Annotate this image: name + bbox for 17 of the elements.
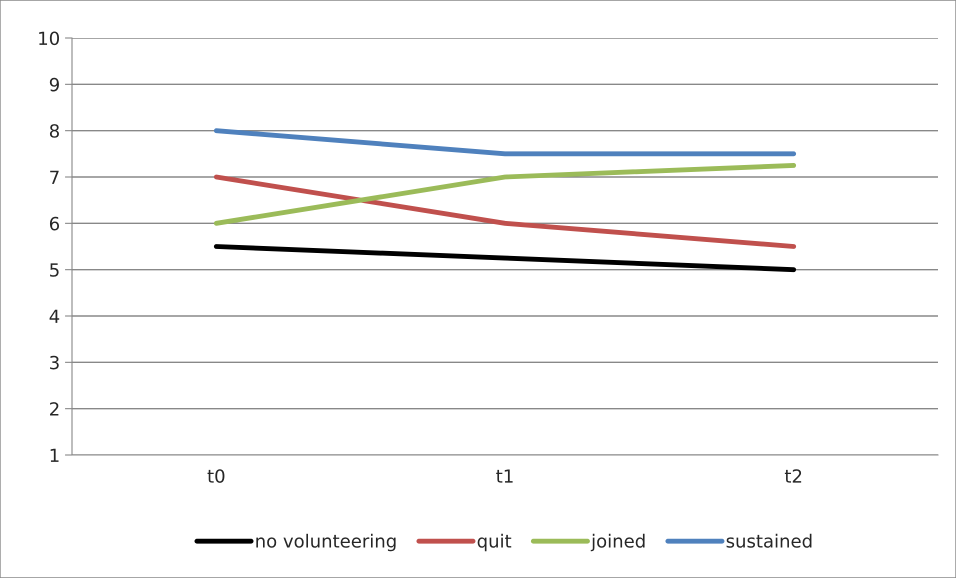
y-tick-label: 3 — [50, 356, 59, 370]
y-tick-label: 4 — [50, 310, 60, 323]
y-tick-label: 6 — [50, 216, 60, 230]
legend-label: joined — [590, 534, 645, 552]
legend-label: no volunteering — [256, 534, 396, 552]
x-tick-label: t2 — [784, 469, 802, 483]
x-tick-label: t1 — [496, 469, 513, 483]
y-tick-label: 9 — [50, 78, 59, 92]
y-tick-label: 10 — [39, 31, 59, 46]
y-tick-label: 1 — [50, 448, 59, 462]
x-tick-label: t0 — [208, 469, 224, 483]
y-tick-label: 7 — [50, 170, 59, 184]
y-tick-label: 5 — [50, 263, 59, 277]
legend-label: quit — [478, 534, 512, 552]
legend-label: sustained — [726, 534, 812, 548]
y-tick-label: 8 — [50, 124, 59, 138]
y-tick-label: 2 — [50, 402, 58, 416]
